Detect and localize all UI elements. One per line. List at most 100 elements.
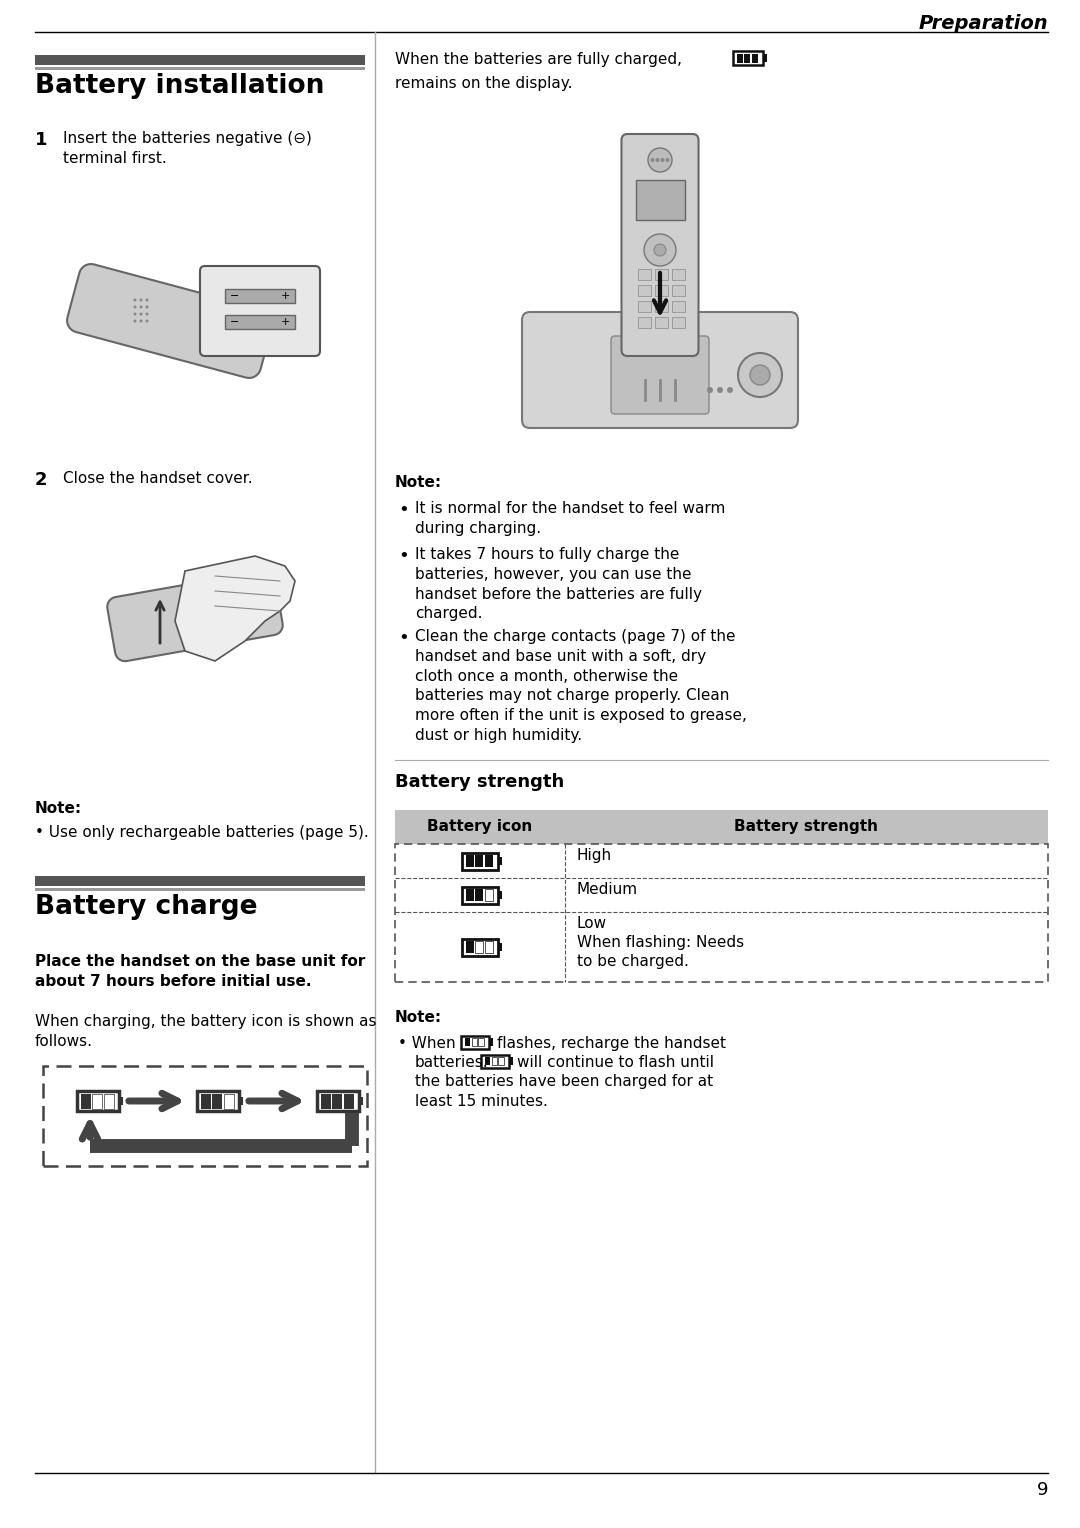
Bar <box>672 286 685 296</box>
Bar <box>485 941 492 953</box>
Text: •: • <box>399 547 408 565</box>
Polygon shape <box>175 556 295 662</box>
Bar <box>465 941 474 953</box>
Bar <box>475 856 483 866</box>
Circle shape <box>134 319 136 322</box>
Bar <box>637 316 650 329</box>
Text: Battery charge: Battery charge <box>35 894 257 920</box>
Bar <box>654 301 667 312</box>
Circle shape <box>146 319 149 322</box>
Text: 2: 2 <box>35 471 48 489</box>
Text: Battery icon: Battery icon <box>428 819 532 834</box>
Text: remains on the display.: remains on the display. <box>395 76 572 92</box>
Bar <box>462 853 498 869</box>
Text: +: + <box>281 316 289 327</box>
Bar <box>752 53 757 63</box>
Text: •: • <box>399 501 408 520</box>
Bar <box>395 810 1048 843</box>
Bar <box>465 1038 470 1047</box>
Circle shape <box>139 298 143 301</box>
Text: Battery strength: Battery strength <box>734 819 878 834</box>
Bar <box>481 1054 509 1068</box>
Bar <box>92 1094 103 1108</box>
Circle shape <box>134 306 136 309</box>
Bar <box>201 1094 211 1108</box>
Bar <box>35 888 365 891</box>
Bar <box>213 1094 222 1108</box>
Circle shape <box>717 387 723 393</box>
Polygon shape <box>107 571 283 662</box>
Text: Insert the batteries negative (⊖)
terminal first.: Insert the batteries negative (⊖) termin… <box>63 131 312 167</box>
Text: Preparation: Preparation <box>918 14 1048 34</box>
Text: Note:: Note: <box>35 801 82 816</box>
Text: It takes 7 hours to fully charge the
batteries, however, you can use the
handset: It takes 7 hours to fully charge the bat… <box>415 547 702 622</box>
Bar <box>672 316 685 329</box>
Polygon shape <box>67 264 273 377</box>
Text: Medium: Medium <box>577 882 638 897</box>
FancyBboxPatch shape <box>621 134 699 356</box>
Circle shape <box>146 306 149 309</box>
FancyBboxPatch shape <box>611 336 708 414</box>
Bar <box>654 316 667 329</box>
Text: 9: 9 <box>1037 1481 1048 1499</box>
Bar <box>224 1094 233 1108</box>
Bar <box>318 1091 359 1111</box>
Bar <box>77 1091 119 1111</box>
Bar <box>225 289 295 303</box>
Circle shape <box>661 157 664 162</box>
Bar <box>465 856 474 866</box>
Circle shape <box>648 148 672 173</box>
Text: −: − <box>230 290 240 301</box>
FancyBboxPatch shape <box>522 312 798 428</box>
FancyBboxPatch shape <box>200 266 320 356</box>
Text: flashes, recharge the handset: flashes, recharge the handset <box>497 1036 726 1051</box>
Bar <box>239 1097 243 1105</box>
Text: It is normal for the handset to feel warm
during charging.: It is normal for the handset to feel war… <box>415 501 726 536</box>
Circle shape <box>738 353 782 397</box>
Circle shape <box>134 313 136 315</box>
Circle shape <box>665 157 670 162</box>
Bar <box>461 1036 489 1048</box>
Bar <box>635 180 685 220</box>
Bar <box>637 301 650 312</box>
Circle shape <box>650 157 654 162</box>
Bar <box>654 286 667 296</box>
Circle shape <box>727 387 733 393</box>
Bar <box>478 1038 484 1047</box>
Bar <box>472 1038 477 1047</box>
Bar <box>498 943 502 950</box>
Circle shape <box>707 387 713 393</box>
Bar <box>35 876 365 886</box>
Bar <box>485 889 492 902</box>
Text: Battery installation: Battery installation <box>35 73 324 99</box>
Bar <box>654 269 667 280</box>
Bar <box>637 269 650 280</box>
Circle shape <box>139 306 143 309</box>
Circle shape <box>139 313 143 315</box>
Bar <box>462 886 498 903</box>
Bar <box>509 1057 513 1065</box>
Bar <box>119 1097 123 1105</box>
Bar <box>489 1038 492 1047</box>
Bar <box>744 53 751 63</box>
Bar <box>321 1094 330 1108</box>
Bar <box>462 938 498 955</box>
Text: When charging, the battery icon is shown as
follows.: When charging, the battery icon is shown… <box>35 1015 377 1048</box>
Bar <box>225 315 295 329</box>
Bar <box>485 1057 490 1065</box>
Bar <box>359 1097 363 1105</box>
Bar <box>197 1091 239 1111</box>
Bar <box>498 1057 503 1065</box>
Bar <box>498 857 502 865</box>
Circle shape <box>139 319 143 322</box>
Bar <box>485 856 492 866</box>
Text: •: • <box>399 630 408 646</box>
Text: 1: 1 <box>35 131 48 150</box>
Text: When the batteries are fully charged,: When the batteries are fully charged, <box>395 52 681 67</box>
Text: Battery strength: Battery strength <box>395 773 564 792</box>
Bar <box>475 889 483 902</box>
Circle shape <box>146 313 149 315</box>
Circle shape <box>654 244 666 257</box>
Text: the batteries have been charged for at
least 15 minutes.: the batteries have been charged for at l… <box>415 1074 713 1109</box>
Bar <box>81 1094 91 1108</box>
